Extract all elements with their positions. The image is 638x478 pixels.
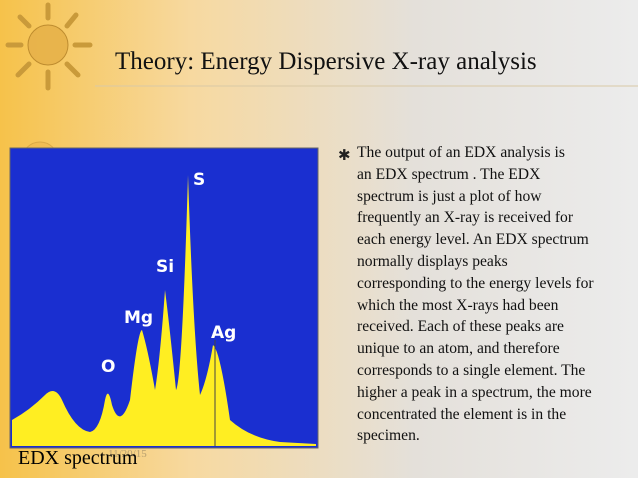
peak-label: S [193, 170, 205, 190]
text-line: unique to an atom, and therefore [357, 340, 560, 358]
bullet-icon: ✱ [338, 148, 351, 164]
text-line: frequently an X-ray is received for [357, 209, 574, 227]
text-line: concentrated the element is in the [357, 405, 567, 423]
text-line: an EDX spectrum . The EDX [357, 165, 541, 183]
text-line: corresponds to a single element. The [357, 362, 586, 379]
text-line: corresponding to the energy levels for [357, 274, 594, 292]
figure-caption: EDX spectrum [18, 447, 138, 469]
date: 11/20/15 [108, 448, 147, 460]
peak-label: Mg [124, 308, 153, 328]
slide-title: Theory: Energy Dispersive X-ray analysis [115, 48, 537, 75]
text-line: The output of an EDX analysis is [357, 144, 565, 161]
peak-label: Ag [211, 323, 236, 343]
text-line: higher a peak in a spectrum, the more [357, 383, 592, 401]
text-line: normally displays peaks [357, 253, 508, 270]
peak-label: O [101, 357, 115, 377]
text-line: which the most X-rays had been [357, 296, 559, 314]
peak-label: Si [156, 257, 174, 277]
text-line: spectrum is just a plot of how [357, 187, 542, 205]
text-line: each energy level. An EDX spectrum [357, 231, 589, 249]
text-line: specimen. [357, 427, 420, 445]
text-line: received. Each of these peaks are [357, 318, 564, 336]
